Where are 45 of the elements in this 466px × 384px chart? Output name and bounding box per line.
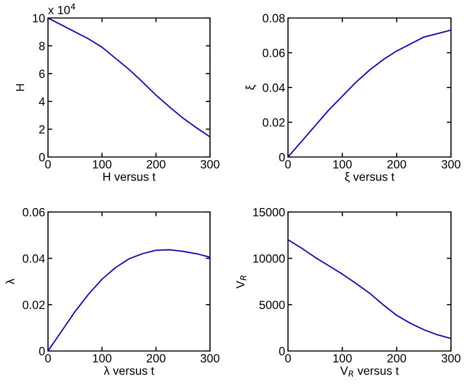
x-tick-label: 0 [285,160,291,168]
x-tick-label: 100 [93,160,112,168]
x-tick-label: 0 [45,354,51,362]
y-tick-label: 4 [38,98,45,106]
y-tick-label: 15000 [253,208,285,216]
x-tick-label: 300 [442,160,460,168]
y-tick-label: 5000 [259,300,285,310]
y-axis-title: ξ [246,85,256,90]
line-series [288,239,451,340]
y-axis-title: λ [6,278,14,284]
y-tick-label: 0 [279,347,285,356]
y-tick-label: 0.04 [262,84,285,92]
x-tick-label: 300 [200,160,220,168]
x-tick-label: 300 [442,354,460,362]
y-tick-label: 0 [279,153,285,162]
y-tick-label: 0 [39,347,45,356]
y-tick-label: 8 [39,42,45,50]
y-tick-label: 0.06 [262,48,285,58]
y-tick-label: 10000 [253,254,285,263]
y-tick-label: 0.02 [22,300,45,310]
x-axis-title: V$_{R}$ versus t [340,366,399,377]
x-axis-title: ξ versus t [345,172,394,183]
x-tick-label: 100 [333,354,352,362]
text: x 10$^{4}$ [48,4,76,14]
x-tick-label: 100 [333,160,352,168]
y-tick-label: 0 [39,153,45,162]
x-tick-label: 0 [45,160,51,168]
x-tick-label: 300 [200,354,220,362]
y-tick-label: 0.04 [22,254,45,263]
y-tick-label: 6 [39,70,45,78]
x-axis-title: H versus t [103,172,156,181]
y-tick-label: 0.02 [262,118,285,127]
x-tick-label: 200 [146,160,166,168]
x-tick-label: 200 [387,354,406,362]
y-tick-label: 0.08 [262,14,285,22]
y-tick-label: 10 [32,14,45,22]
x-tick-label: 100 [93,354,112,362]
x-tick-label: 200 [146,354,166,362]
y-axis-title: V$_{R}$ [236,276,246,289]
x-tick-label: 200 [387,160,406,168]
x-tick-label: 0 [285,354,291,362]
y-tick-label: 0.06 [22,208,45,216]
x-axis-title: λ versus t [104,366,154,375]
y-tick-label: 2 [39,125,45,134]
y-axis-title: H [16,84,24,91]
